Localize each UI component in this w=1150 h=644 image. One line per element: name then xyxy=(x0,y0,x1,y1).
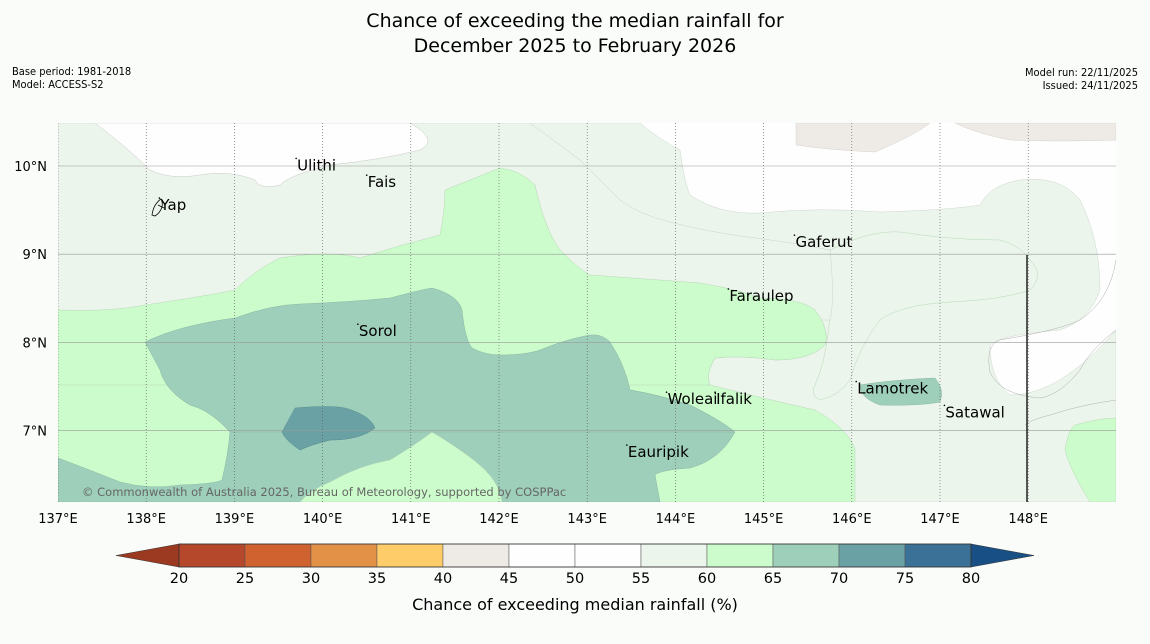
lon-tick-label: 143°E xyxy=(567,512,607,527)
colorbar-tick-label: 25 xyxy=(236,571,254,587)
region-65-70-east xyxy=(859,377,942,406)
lat-tick-label: 7°N xyxy=(23,425,48,440)
place-marker xyxy=(158,197,161,199)
colorbar-tick-label: 65 xyxy=(764,571,782,587)
copyright-text: © Commonwealth of Australia 2025, Bureau… xyxy=(82,485,566,499)
base-period: Base period: 1981-2018 xyxy=(12,65,132,78)
colorbar-tick-label: 75 xyxy=(896,571,914,587)
colorbar-tick-label: 40 xyxy=(434,571,452,587)
colorbar-tick-label: 70 xyxy=(830,571,848,587)
lon-tick-label: 137°E xyxy=(38,512,78,527)
region-70-75-top xyxy=(281,406,376,451)
colorbar-under-arrow xyxy=(115,543,180,568)
issued-date: Issued: 24/11/2025 xyxy=(1042,79,1138,92)
region-55-60-east xyxy=(813,231,1038,401)
place-marker xyxy=(855,380,858,383)
colorbar-tick-label: 20 xyxy=(170,571,188,587)
lon-tick-label: 142°E xyxy=(479,512,519,527)
place-marker xyxy=(665,391,668,393)
place-marker xyxy=(793,234,796,236)
lon-tick-label: 140°E xyxy=(303,512,343,527)
gridlines xyxy=(58,123,1116,502)
chart-title-line1: Chance of exceeding the median rainfall … xyxy=(366,10,784,32)
place-marker xyxy=(943,404,946,407)
region-60-65-south xyxy=(299,431,503,502)
colorbar-segment xyxy=(904,543,972,568)
place-marker xyxy=(357,323,359,326)
place-label-ifalik: Ifalik xyxy=(716,390,752,408)
colorbar-tick-label: 35 xyxy=(368,571,386,587)
place-label-ulithi: Ulithi xyxy=(297,156,336,174)
yap-island xyxy=(151,198,165,217)
colorbar-segment xyxy=(508,543,576,568)
colorbar-over-arrow xyxy=(970,543,1035,568)
colorbar-segment xyxy=(178,543,246,568)
place-label-sorol: Sorol xyxy=(359,322,397,340)
place-label-yap: Yap xyxy=(159,196,186,214)
place-marker xyxy=(626,444,628,446)
colorbar-tick-label: 45 xyxy=(500,571,518,587)
colorbar: 20 25 30 35 40 45 50 55 60 65 70 75 80 xyxy=(115,543,1035,587)
place-label-woleai: Woleai xyxy=(668,390,718,408)
place-label-satawal: Satawal xyxy=(945,403,1004,421)
region-40-45-ne xyxy=(795,123,931,153)
colorbar-segment xyxy=(376,543,444,568)
place-marker xyxy=(295,157,297,160)
colorbar-tick-label: 80 xyxy=(962,571,980,587)
colorbar-segment xyxy=(640,543,708,568)
meta-right: Model run: 22/11/2025 Issued: 24/11/2025 xyxy=(1025,66,1138,92)
place-label-faraulep: Faraulep xyxy=(729,287,793,305)
colorbar-tick-label: 60 xyxy=(698,571,716,587)
model-name: Model: ACCESS-S2 xyxy=(12,78,104,91)
lon-tick-label: 145°E xyxy=(744,512,784,527)
lon-tick-label: 138°E xyxy=(126,512,166,527)
colorbar-tick-label: 50 xyxy=(566,571,584,587)
lon-tick-label: 147°E xyxy=(920,512,960,527)
place-label-lamotrek: Lamotrek xyxy=(857,380,928,398)
lon-tick-label: 139°E xyxy=(215,512,255,527)
colorbar-segment xyxy=(574,543,642,568)
colorbar-segment xyxy=(706,543,774,568)
chart-title-line2: December 2025 to February 2026 xyxy=(413,35,737,57)
colorbar-segment xyxy=(244,543,312,568)
region-40-45-ne2 xyxy=(954,123,1116,142)
model-run: Model run: 22/11/2025 xyxy=(1025,66,1138,79)
lat-tick-label: 9°N xyxy=(23,248,48,263)
colorbar-frame xyxy=(178,543,972,568)
place-label-fais: Fais xyxy=(368,173,397,191)
colorbar-segment xyxy=(310,543,378,568)
colorbar-segment xyxy=(442,543,510,568)
place-label-eauripik: Eauripik xyxy=(628,443,689,461)
colorbar-tick-label: 55 xyxy=(632,571,650,587)
place-marker xyxy=(714,391,716,393)
colorbar-label: Chance of exceeding median rainfall (%) xyxy=(412,595,738,614)
place-labels: Ulithi Fais Yap Gaferut Faraulep Sorol WoleaiI… xyxy=(158,156,1005,461)
map-area: Ulithi Fais Yap Gaferut Faraulep Sorol WoleaiI… xyxy=(58,123,1116,502)
contour-line xyxy=(988,259,1116,399)
lon-tick-label: 141°E xyxy=(391,512,431,527)
colorbar-segment xyxy=(838,543,906,568)
region-60-65-east xyxy=(1064,417,1116,502)
contour-line xyxy=(1024,399,1116,426)
lon-tick-label: 146°E xyxy=(832,512,872,527)
lat-tick-label: 8°N xyxy=(23,336,48,351)
place-marker xyxy=(365,174,368,176)
axis-ticks: 137°E 138°E 139°E 140°E 141°E 142°E 143°E 144°E… xyxy=(14,160,1048,527)
colorbar-tick-label: 30 xyxy=(302,571,320,587)
place-marker xyxy=(727,288,730,290)
lat-tick-label: 10°N xyxy=(14,160,47,175)
place-label-gaferut: Gaferut xyxy=(795,233,852,251)
colorbar-segment xyxy=(772,543,840,568)
meta-left: Base period: 1981-2018 Model: ACCESS-S2 xyxy=(12,65,131,91)
lon-tick-label: 144°E xyxy=(656,512,696,527)
lon-tick-label: 148°E xyxy=(1008,512,1048,527)
